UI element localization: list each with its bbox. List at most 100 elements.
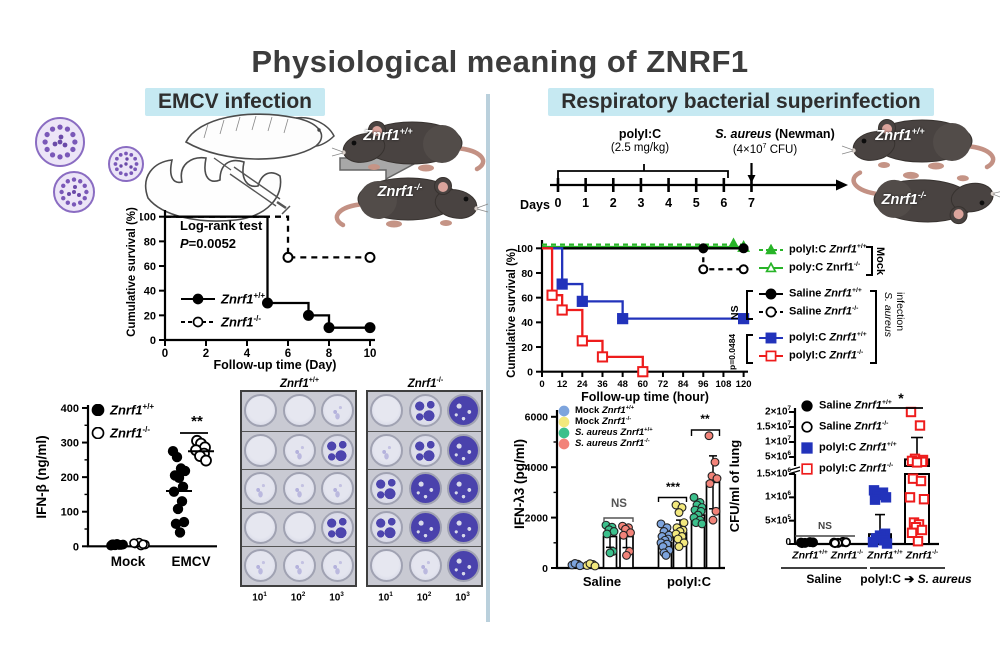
plaque-well xyxy=(321,549,354,583)
svg-text:4: 4 xyxy=(665,196,672,210)
group-label-saureus: S. aureus infection xyxy=(882,292,906,337)
svg-text:60: 60 xyxy=(144,261,156,273)
significance-label: NS xyxy=(729,305,741,320)
saureus-bracket xyxy=(870,290,877,364)
left-section-header: EMCV infection xyxy=(144,88,325,116)
svg-text:1: 1 xyxy=(582,196,589,210)
legend-label: polyI:C Znrf1-/- xyxy=(819,462,894,475)
dilution-label: 101 xyxy=(252,591,267,604)
legend-item: Znrf1+/+ xyxy=(91,401,155,418)
svg-text:3: 3 xyxy=(637,196,644,210)
y-axis-label: Cumulative survival (%) xyxy=(126,207,138,337)
legend-label: Saline Znrf1+/+ xyxy=(819,399,892,412)
legend-item: Saline Znrf1+/+ xyxy=(758,287,862,300)
circle-marker-icon xyxy=(558,405,570,416)
legend-item: Saline Znrf1+/+ xyxy=(800,399,892,412)
significance-label: NS xyxy=(818,521,832,532)
y-tick-label: 1×107 xyxy=(765,435,791,448)
circle-marker-icon xyxy=(801,420,813,433)
svg-text:0: 0 xyxy=(539,379,544,390)
group-label: Saline xyxy=(806,572,842,586)
survival-legend: polyI:C Znrf1+/+ poly:C Znrf1-/- Saline Zn… xyxy=(758,243,888,368)
plaque-well xyxy=(370,510,403,544)
plaque-well xyxy=(408,472,442,506)
svg-text:36: 36 xyxy=(597,379,608,390)
timeline-pathogen-label: S. aureus (Newman) xyxy=(715,127,835,141)
svg-text:96: 96 xyxy=(698,379,709,390)
y-tick-label: 2×107 xyxy=(765,405,791,418)
plaque-row xyxy=(368,469,481,508)
cfu-scatter-chart: NS * Znrf1+/+ Znrf1-/- Znrf1+/+ Znrf1-/-… xyxy=(737,390,999,624)
plaque-well xyxy=(408,510,442,544)
legend-item: polyI:C Znrf1-/- xyxy=(758,349,863,362)
mouse-knockout-illustration xyxy=(332,166,490,236)
y-tick-label: 1.5×107 xyxy=(756,420,791,433)
mouse-label: Znrf1+/+ xyxy=(875,126,925,144)
injection-sketch xyxy=(145,113,335,222)
svg-text:100: 100 xyxy=(518,243,533,255)
svg-text:6000: 6000 xyxy=(525,412,549,424)
legend-label: Znrf1+/+ xyxy=(110,401,155,418)
svg-text:300: 300 xyxy=(61,438,79,450)
svg-text:8: 8 xyxy=(326,348,333,360)
plaque-row xyxy=(242,392,355,430)
legend-label: Mock Znrf1+/+ xyxy=(575,404,635,417)
svg-text:72: 72 xyxy=(658,379,669,390)
plaque-assay-panel: Znrf1+/+ Znrf1-/- 101 102 103 101 102 103 xyxy=(240,376,483,616)
y-tick-label: 1.5×106 xyxy=(756,467,791,480)
square-marker-icon xyxy=(759,350,783,361)
circle-marker-icon xyxy=(91,426,105,439)
mouse-icon xyxy=(334,177,489,228)
p-value-label: p=0.0484 xyxy=(727,333,737,370)
group-label-mock: Mock xyxy=(874,247,886,276)
plaque-panel xyxy=(366,390,483,587)
plaque-well xyxy=(321,433,354,467)
plaque-well xyxy=(447,433,480,467)
plaque-row xyxy=(242,469,355,508)
svg-text:40: 40 xyxy=(144,286,156,298)
experiment-timeline: 0 1 2 3 4 5 6 7 xyxy=(545,158,857,214)
plaque-well xyxy=(447,472,480,506)
category-label: Mock xyxy=(110,554,146,569)
legend-label: S. aureus Znrf1-/- xyxy=(575,437,650,450)
circle-marker-icon xyxy=(558,438,570,449)
plaque-row xyxy=(368,392,481,430)
emcv-survival-plot: 0 20 40 60 80 100 0 2 4 6 8 10 xyxy=(138,210,376,360)
plaque-well xyxy=(447,510,480,544)
emcv-survival-chart: Log-rank test P=0.0052 Follow-up time (D… xyxy=(138,196,448,400)
legend-item: Znrf1-/- xyxy=(91,425,150,440)
plaque-well xyxy=(321,472,354,506)
legend-label: Mock Znrf1-/- xyxy=(575,415,632,428)
svg-text:12: 12 xyxy=(557,379,568,390)
svg-text:120: 120 xyxy=(736,379,752,390)
plaque-well xyxy=(282,510,316,544)
triangle-marker-icon xyxy=(759,261,783,272)
svg-text:4: 4 xyxy=(244,348,251,360)
significance-label: NS xyxy=(611,498,627,510)
ifnl3-plot: 0 2000 4000 6000 xyxy=(525,410,725,575)
x-axis-label: Follow-up time (Day) xyxy=(213,358,337,372)
svg-text:20: 20 xyxy=(144,310,156,322)
left-section: EMCV infection xyxy=(129,88,341,116)
legend-label: Saline Znrf1-/- xyxy=(789,305,859,318)
legend-item: poly:C Znrf1-/- xyxy=(758,261,860,274)
legend-label: poly:C Znrf1-/- xyxy=(789,261,861,274)
plaque-row xyxy=(368,430,481,470)
svg-text:200: 200 xyxy=(61,472,79,484)
y-tick-label: 5×106 xyxy=(765,450,791,463)
mouse-icon xyxy=(841,119,996,170)
legend-item: polyI:C Znrf1+/+ xyxy=(800,441,897,454)
legend-item: Znrf1-/- xyxy=(180,314,261,329)
category-label: polyI:C xyxy=(666,574,712,589)
dilution-label: 103 xyxy=(455,591,470,604)
legend-label: S. aureus Znrf1+/+ xyxy=(575,426,653,439)
svg-text:80: 80 xyxy=(144,236,156,248)
dilution-label: 103 xyxy=(329,591,344,604)
circle-marker-icon xyxy=(558,427,570,438)
circle-marker-icon xyxy=(558,416,570,427)
superinfection-survival-plot: 0 20 40 60 80 100 0 12 24 36 48 60 72 84 96 108 120 xyxy=(515,237,752,390)
significance-label: ** xyxy=(700,412,710,426)
svg-text:60: 60 xyxy=(638,379,649,390)
legend-item: S. aureus Znrf1-/- xyxy=(558,437,650,450)
